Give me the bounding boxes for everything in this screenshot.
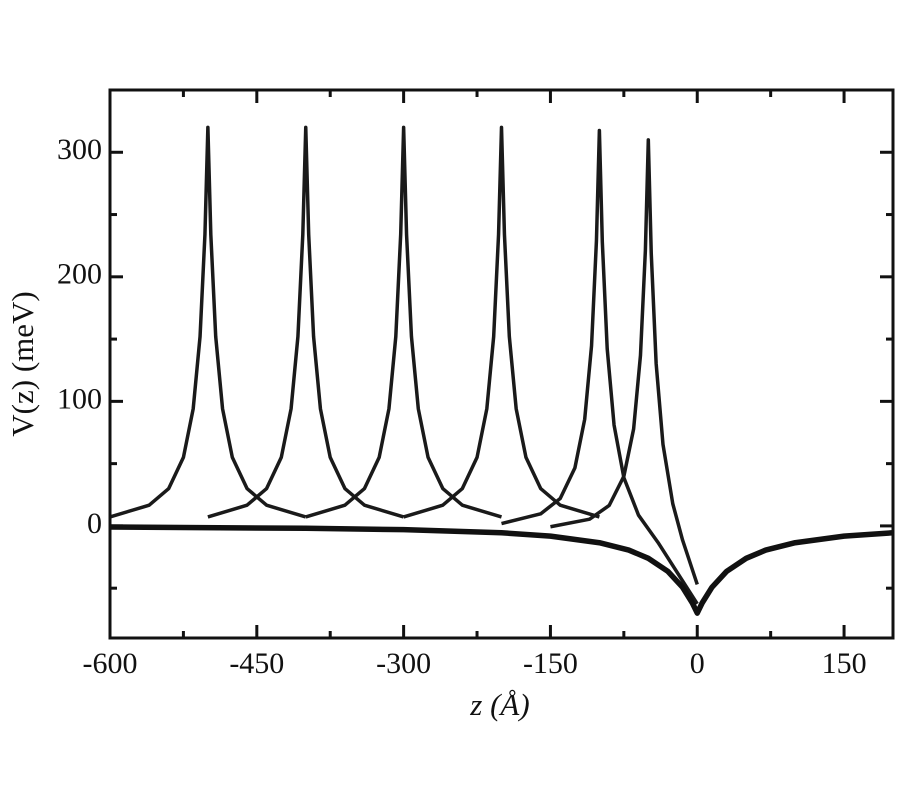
data-line — [403, 125, 600, 519]
y-tick-label: 300 — [57, 133, 102, 166]
x-tick-label: -600 — [83, 647, 138, 680]
data-line — [207, 125, 405, 519]
x-tick-label: -300 — [376, 647, 431, 680]
plot-frame — [108, 88, 895, 640]
data-line — [550, 138, 699, 585]
data-line — [110, 524, 893, 616]
y-tick-label: 0 — [87, 507, 102, 540]
y-axis-label: V(z) (meV) — [5, 291, 40, 436]
x-axis-label: z (Å) — [469, 687, 529, 722]
x-tick-label: 150 — [822, 647, 867, 680]
data-line — [501, 128, 699, 605]
data-line — [110, 125, 307, 519]
data-line — [305, 125, 503, 519]
x-tick-label: -150 — [523, 647, 578, 680]
x-tick-label: 0 — [690, 647, 705, 680]
y-tick-label: 200 — [57, 258, 102, 291]
x-tick-label: -450 — [229, 647, 284, 680]
y-tick-label: 100 — [57, 382, 102, 415]
